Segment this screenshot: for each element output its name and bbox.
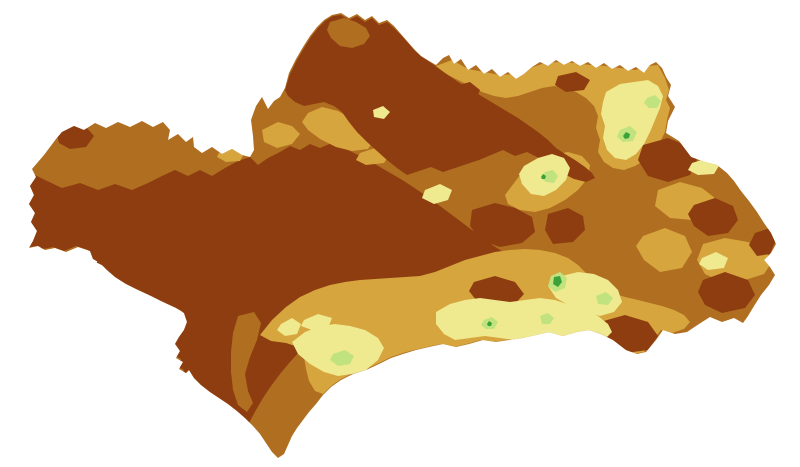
region-brown-spur-top-patch (327, 18, 370, 48)
region-yellow-north-edge (373, 106, 390, 119)
region-dark-patch-7 (688, 198, 738, 236)
region-dark-patch-10 (749, 228, 776, 256)
region-dark-patch-2 (470, 203, 535, 247)
region-green-dot-3 (487, 321, 492, 326)
region-dark-north-spur-band (285, 15, 595, 182)
region-yellow-east-1 (699, 252, 728, 270)
region-dark-nw-nub (56, 124, 94, 149)
region-dark-patch-3 (545, 208, 585, 244)
region-yellow-south-4 (548, 272, 622, 316)
region-dark-patch-5 (638, 138, 697, 182)
region-lightgreen-6 (644, 95, 661, 108)
region-dark-patch-9 (418, 228, 452, 257)
region-dark-patch-1 (453, 82, 480, 101)
region-lightgreen-7 (596, 292, 613, 305)
region-green-dot-2 (541, 174, 546, 179)
region-yellow-south-1 (292, 324, 384, 376)
region-green-dot-1 (553, 276, 562, 287)
region-dark-patch-8 (555, 72, 590, 92)
region-golden-west-of-spur (262, 122, 300, 148)
region-brown-cadiz-column (231, 312, 261, 412)
coastal-spit-line (96, 261, 117, 272)
region-yellow-grazalema (301, 314, 332, 330)
region-yellow-south-3 (436, 298, 612, 344)
region-dark-patch-6 (698, 272, 755, 313)
region-green-dot-4 (623, 132, 630, 139)
region-lightgreen-8 (330, 350, 354, 366)
region-golden-east-3 (636, 228, 692, 272)
region-dark-west-mass (29, 143, 557, 447)
region-lightgreen-5 (540, 313, 554, 324)
region-yellow-center-2 (422, 184, 452, 204)
region-golden-north-center (302, 107, 375, 151)
region-lightgreen-1 (541, 170, 558, 183)
region-yellow-south-2 (277, 318, 301, 336)
